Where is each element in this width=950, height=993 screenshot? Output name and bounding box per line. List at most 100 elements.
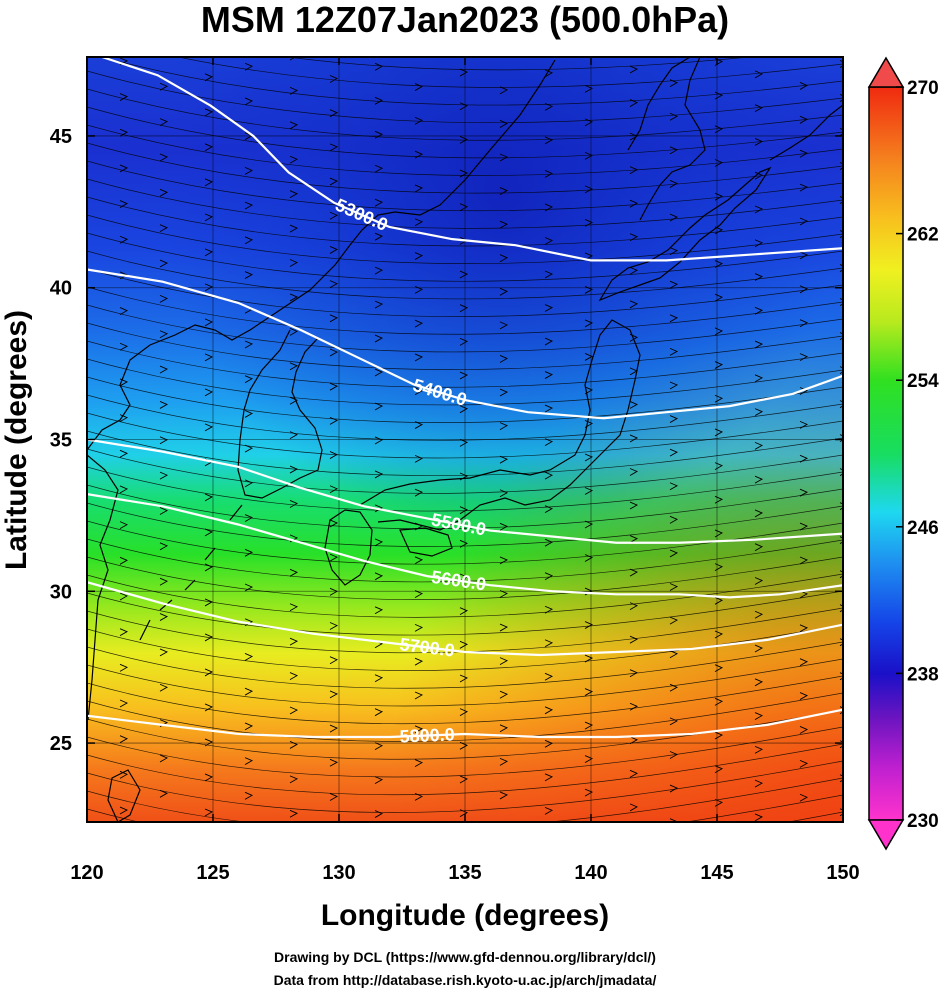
wind-arrowhead: [414, 116, 424, 125]
wind-arrowhead: [374, 96, 384, 105]
wind-arrowhead: [330, 828, 337, 835]
y-tick-label-30: 30: [50, 581, 72, 603]
wind-arrowhead: [544, 270, 554, 279]
wind-arrowhead: [799, 454, 809, 463]
wind-arrowhead: [754, 171, 764, 180]
wind-arrowhead: [799, 82, 809, 90]
wind-arrowhead: [374, 708, 384, 717]
wind-arrowhead: [459, 708, 469, 717]
wind-arrowhead: [754, 610, 764, 619]
wind-arrowhead: [329, 177, 339, 186]
wind-arrowhead: [414, 319, 424, 328]
wind-arrowhead: [204, 143, 214, 152]
wind-arrowhead: [584, 151, 594, 160]
wind-arrowhead: [799, 387, 809, 395]
wind-arrowhead: [459, 102, 469, 111]
wind-arrowhead: [584, 688, 594, 696]
wind-arrowhead: [120, 22, 127, 29]
wind-arrowhead: [119, 699, 129, 708]
wind-arrowhead: [119, 735, 129, 744]
wind-arrowhead: [204, 423, 214, 432]
wind-arrowhead: [669, 146, 679, 155]
wind-arrowhead: [754, 138, 764, 146]
wind-arrowhead: [204, 528, 214, 537]
wind-arrowhead: [544, 69, 554, 78]
wind-arrowhead: [244, 271, 254, 279]
wind-arrowhead: [544, 371, 554, 379]
wind-arrowhead: [754, 70, 764, 79]
contour-line-5700.0: [87, 581, 843, 657]
wind-arrowhead: [119, 307, 129, 315]
wind-arrowhead: [459, 573, 469, 582]
wind-arrowhead: [119, 449, 129, 458]
wind-arrowhead: [119, 200, 129, 208]
wind-arrowhead: [544, 102, 554, 111]
wind-arrowhead: [205, 844, 212, 851]
y-tick-label-45: 45: [50, 126, 72, 148]
wind-arrowhead: [499, 388, 509, 397]
wind-arrowhead: [414, 218, 424, 227]
wind-arrowhead: [244, 757, 254, 766]
wind-arrowhead: [754, 779, 764, 788]
chart-title: MSM 12Z07Jan2023 (500.0hPa): [201, 0, 729, 40]
wind-arrowhead: [374, 776, 384, 785]
wind-arrowhead: [329, 485, 339, 494]
wind-arrowhead: [499, 556, 509, 565]
wind-arrowhead: [415, 861, 422, 868]
wind-arrowhead: [629, 769, 639, 778]
wind-arrowhead: [544, 505, 554, 514]
wind-arrowhead: [244, 62, 254, 71]
wind-arrowhead: [374, 606, 384, 615]
wind-arrowhead: [629, 99, 639, 107]
wind-streamline: [87, 430, 843, 477]
wind-arrowhead: [800, 828, 807, 835]
wind-arrowhead: [714, 91, 724, 100]
axis-ticks: 120 125 130 135 140 145 150 25 30 35 40 45: [50, 57, 860, 884]
wind-arrowhead: [160, 861, 167, 868]
wind-arrowhead: [669, 784, 679, 793]
wind-arrowhead: [289, 672, 299, 680]
wind-arrowhead: [459, 135, 469, 144]
wind-arrowhead: [669, 415, 679, 423]
wind-arrowhead: [414, 184, 424, 193]
wind-arrowhead: [414, 691, 424, 700]
wind-vectors: [87, 22, 843, 868]
wind-arrowhead: [499, 724, 509, 733]
wind-arrowhead: [669, 616, 679, 625]
wind-arrowhead: [204, 178, 214, 187]
wind-arrowhead: [374, 232, 384, 241]
wind-arrowhead: [289, 741, 299, 749]
wind-arrowhead: [374, 402, 384, 411]
wind-arrowhead: [714, 765, 724, 774]
wind-streamline: [87, 106, 843, 159]
wind-arrowhead: [584, 554, 594, 562]
wind-arrowhead: [499, 220, 509, 229]
wind-arrowhead: [119, 128, 129, 137]
wind-arrowhead: [244, 687, 254, 696]
wind-arrowhead: [414, 83, 424, 91]
wind-arrowhead: [459, 304, 469, 313]
wind-arrowhead: [669, 515, 679, 524]
wind-arrowhead: [289, 327, 299, 336]
wind-arrowhead: [799, 319, 809, 328]
wind-arrowhead: [544, 739, 554, 748]
wind-arrowhead: [329, 416, 339, 425]
wind-arrowhead: [584, 84, 594, 93]
wind-streamline: [87, 286, 843, 335]
wind-arrowhead: [459, 405, 469, 414]
wind-arrowhead: [204, 388, 214, 397]
wind-arrowhead: [799, 217, 809, 226]
wind-arrowhead: [119, 663, 129, 672]
wind-arrowhead: [629, 166, 639, 175]
wind-arrowhead: [629, 602, 639, 611]
wind-streamline: [87, 573, 843, 618]
wind-arrowhead: [159, 648, 169, 657]
wind-arrowhead: [414, 454, 424, 463]
x-tick-label-140: 140: [574, 862, 607, 884]
wind-arrowhead: [119, 93, 129, 101]
wind-arrowhead: [244, 166, 254, 175]
wind-arrowhead: [204, 773, 214, 782]
wind-arrowhead: [244, 722, 254, 731]
wind-arrowhead: [584, 453, 594, 462]
wind-arrowhead: [414, 556, 424, 565]
